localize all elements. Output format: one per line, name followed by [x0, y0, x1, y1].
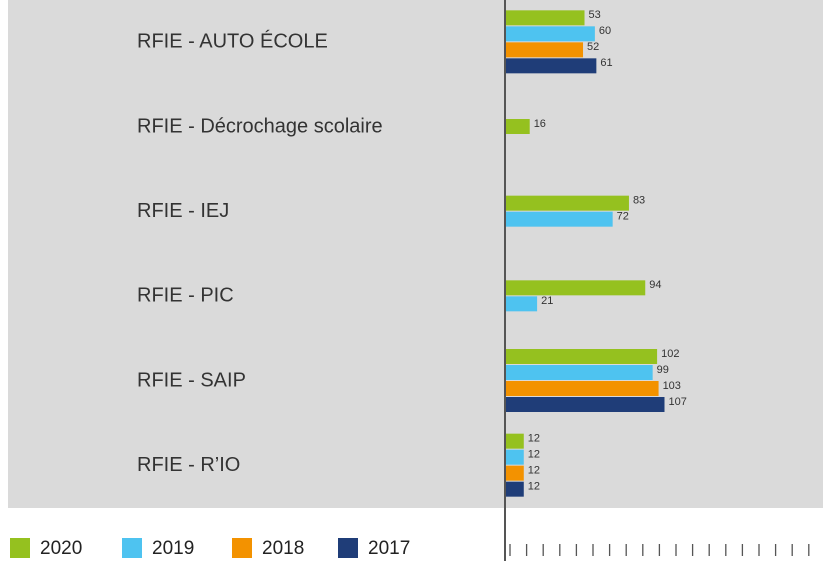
- bar: [506, 10, 585, 26]
- bar: [506, 42, 584, 58]
- value-label: 12: [528, 449, 540, 461]
- bar: [506, 365, 653, 380]
- value-label: 52: [587, 41, 599, 53]
- value-label: 83: [633, 195, 645, 207]
- legend-swatch: [338, 538, 358, 558]
- legend-swatch: [122, 538, 142, 558]
- value-label: 12: [528, 481, 540, 493]
- category-label: RFIE - R’IO: [137, 454, 240, 476]
- value-label: 16: [534, 118, 546, 130]
- value-label: 99: [657, 364, 669, 376]
- bar: [506, 465, 524, 481]
- legend-label: 2020: [40, 538, 82, 559]
- bar: [506, 211, 613, 227]
- category-label: RFIE - AUTO ÉCOLE: [137, 30, 328, 53]
- legend-label: 2019: [152, 538, 194, 559]
- category-label: RFIE - SAIP: [137, 369, 246, 391]
- value-label: 12: [528, 433, 540, 445]
- legend-label: 2018: [262, 538, 304, 559]
- bar: [506, 280, 646, 296]
- bar: [506, 26, 595, 42]
- legend-label: 2017: [368, 538, 410, 559]
- axis-ticks: [509, 544, 810, 556]
- bar: [506, 449, 524, 465]
- bar: [506, 381, 659, 396]
- value-label: 102: [661, 348, 679, 360]
- bar: [506, 397, 665, 412]
- category-label: RFIE - Décrochage scolaire: [137, 115, 383, 137]
- value-label: 53: [589, 9, 601, 21]
- category-label: RFIE - PIC: [137, 285, 234, 307]
- bar: [506, 433, 524, 449]
- value-label: 107: [669, 396, 687, 408]
- value-label: 12: [528, 465, 540, 477]
- bar: [506, 296, 538, 312]
- category-label: RFIE - IEJ: [137, 200, 229, 222]
- legend-swatch: [10, 538, 30, 558]
- bar: [506, 481, 524, 497]
- value-label: 103: [663, 380, 681, 392]
- value-label: 61: [600, 57, 612, 69]
- value-label: 94: [649, 279, 661, 291]
- value-label: 72: [617, 211, 629, 223]
- bar: [506, 195, 629, 211]
- value-label: 60: [599, 25, 611, 37]
- value-label: 21: [541, 295, 553, 307]
- legend-swatch: [232, 538, 252, 558]
- plot-background: [8, 0, 823, 508]
- bar: [506, 349, 658, 364]
- bar: [506, 119, 530, 134]
- bar: [506, 58, 597, 74]
